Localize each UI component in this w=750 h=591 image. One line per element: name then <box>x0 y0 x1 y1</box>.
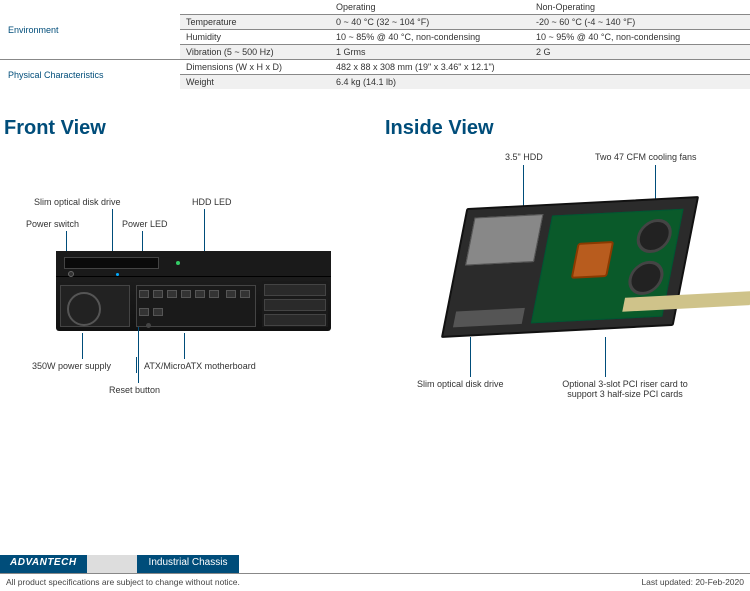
callout-hdd: 3.5" HDD <box>505 152 543 162</box>
spec-val: 10 ~ 95% @ 40 °C, non-condensing <box>530 30 750 45</box>
motherboard-icon <box>531 209 684 324</box>
brand-logo: ADVANTECH <box>0 555 87 573</box>
page-footer: ADVANTECH Industrial Chassis All product… <box>0 555 750 591</box>
inside-view-diagram: 3.5" HDD Two 47 CFM cooling fans Slim op… <box>385 147 745 427</box>
spec-val: -20 ~ 60 °C (-4 ~ 140 °F) <box>530 15 750 30</box>
fan-icon <box>625 260 666 296</box>
io-panel-icon <box>136 285 256 327</box>
spec-val: 482 x 88 x 308 mm (19" x 3.46" x 12.1") <box>330 60 750 75</box>
reset-button-icon <box>146 323 151 328</box>
spec-sub: Humidity <box>180 30 330 45</box>
category-physical: Physical Characteristics <box>0 60 180 90</box>
hdd-icon <box>465 214 543 265</box>
footer-disclaimer: All product specifications are subject t… <box>6 577 240 587</box>
callout-fans: Two 47 CFM cooling fans <box>595 152 697 162</box>
spec-val: 0 ~ 40 °C (32 ~ 104 °F) <box>330 15 530 30</box>
power-led-icon <box>116 273 119 276</box>
expansion-slots-icon <box>262 281 328 327</box>
front-view-title: Front View <box>4 117 106 140</box>
spec-table: Environment Operating Non-Operating Temp… <box>0 0 750 89</box>
spec-sub: Dimensions (W x H x D) <box>180 60 330 75</box>
spec-sub <box>180 0 330 15</box>
spec-sub: Vibration (5 ~ 500 Hz) <box>180 45 330 60</box>
callout-psu: 350W power supply <box>32 361 111 371</box>
footer-category: Industrial Chassis <box>137 555 240 573</box>
callout-inside-odd: Slim optical disk drive <box>417 379 504 389</box>
spec-val: 6.4 kg (14.1 lb) <box>330 75 750 90</box>
front-view-diagram: Slim optical disk drive HDD LED Power sw… <box>4 167 374 427</box>
category-environment: Environment <box>0 0 180 60</box>
callout-power-led: Power LED <box>122 219 168 229</box>
callout-reset: Reset button <box>109 385 160 395</box>
hdd-led-icon <box>176 261 180 265</box>
callout-power-switch: Power switch <box>26 219 79 229</box>
spec-sub: Weight <box>180 75 330 90</box>
power-switch-icon <box>68 271 74 277</box>
spec-val: 1 Grms <box>330 45 530 60</box>
spec-val: Operating <box>330 0 530 15</box>
chassis-illustration <box>56 251 331 331</box>
footer-gap <box>87 555 137 573</box>
cpu-icon <box>571 241 614 279</box>
odd-icon <box>453 308 525 328</box>
odd-slot-icon <box>64 257 159 269</box>
psu-icon <box>60 285 130 327</box>
spec-val: 2 G <box>530 45 750 60</box>
fan-icon <box>634 218 675 254</box>
spec-val: Non-Operating <box>530 0 750 15</box>
spec-val: 10 ~ 85% @ 40 °C, non-condensing <box>330 30 530 45</box>
callout-odd: Slim optical disk drive <box>34 197 121 207</box>
spec-sub: Temperature <box>180 15 330 30</box>
callout-hdd-led: HDD LED <box>192 197 232 207</box>
footer-updated: Last updated: 20-Feb-2020 <box>641 577 744 587</box>
inside-illustration <box>441 196 699 338</box>
inside-view-title: Inside View <box>385 117 494 140</box>
callout-mb: ATX/MicroATX motherboard <box>144 361 256 371</box>
callout-riser: Optional 3-slot PCI riser card to suppor… <box>540 379 710 399</box>
